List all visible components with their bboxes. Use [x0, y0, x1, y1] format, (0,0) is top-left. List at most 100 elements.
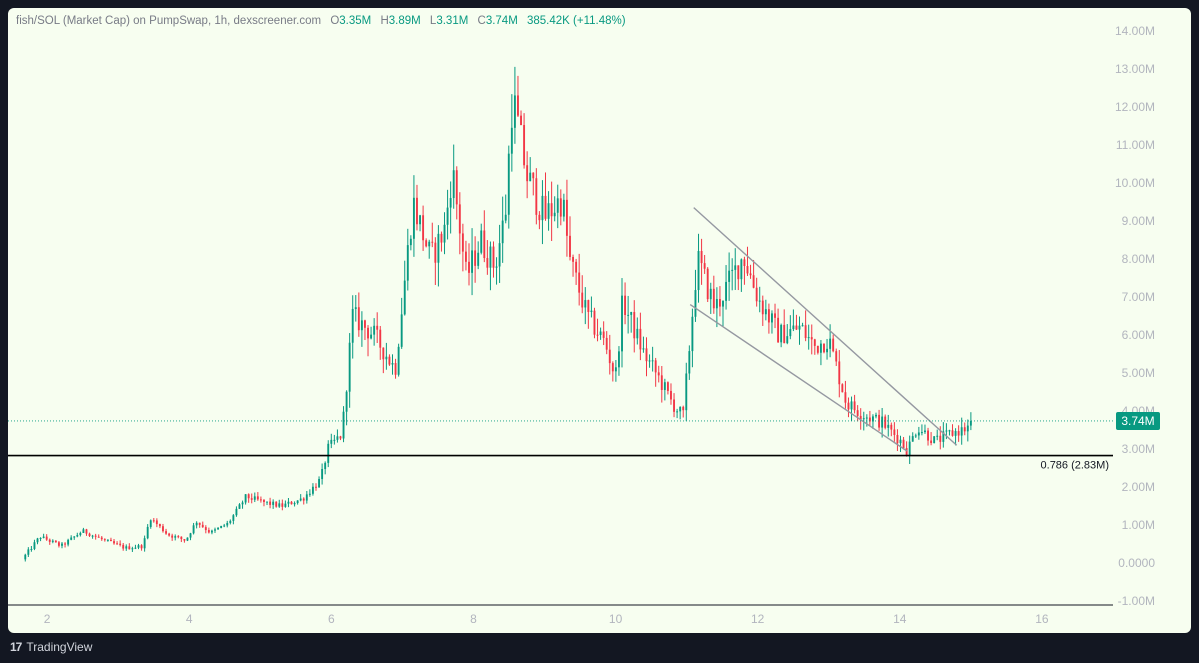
candle-body — [933, 436, 936, 444]
candle-body — [636, 328, 639, 339]
legend-open-key: O — [330, 15, 340, 27]
candle-body — [354, 307, 357, 309]
y-tick-label: 5.00M — [1122, 366, 1155, 380]
candle-body — [409, 238, 412, 246]
candle-body — [562, 199, 565, 217]
candle-body — [917, 432, 920, 436]
candle-body — [526, 165, 529, 182]
x-tick-label: 2 — [44, 612, 51, 626]
current-price-tag — [1116, 411, 1160, 430]
candle-body — [140, 545, 143, 549]
y-tick-label: 12.00M — [1115, 100, 1155, 114]
candle-body — [621, 295, 623, 352]
candle-body — [798, 325, 801, 330]
candle-body — [434, 242, 437, 263]
candle-body — [468, 261, 470, 273]
x-tick-label: 12 — [751, 612, 765, 626]
candle-body — [214, 529, 216, 531]
candlestick-chart[interactable]: 0.786 (2.83M) -1.00M 0.0000 1.00M 2.00M 3.00… — [8, 8, 1191, 633]
candle-body — [474, 250, 477, 266]
candle-body — [654, 360, 657, 373]
candle-body — [180, 536, 183, 540]
candle-body — [844, 392, 847, 403]
candle-body — [33, 542, 36, 549]
candle-body — [321, 469, 324, 480]
candle-body — [342, 411, 345, 439]
candle-body — [501, 220, 504, 244]
candle-body — [780, 324, 783, 343]
candle-body — [100, 537, 103, 540]
tradingview-logo-icon[interactable]: 17 — [10, 640, 22, 654]
candle-body — [523, 125, 526, 166]
candle-body — [725, 281, 728, 301]
candle-body — [575, 261, 578, 273]
candle-body — [624, 295, 627, 315]
candle-body — [82, 529, 85, 533]
candle-body — [296, 500, 299, 504]
candle-body — [712, 288, 715, 309]
y-tick-label: 9.00M — [1122, 214, 1155, 228]
candle-body — [311, 486, 314, 494]
candle-body — [385, 356, 388, 360]
candle-body — [73, 536, 76, 538]
tradingview-brand[interactable]: TradingView — [26, 640, 93, 654]
candle-body — [679, 406, 682, 412]
y-tick-label: 8.00M — [1122, 252, 1155, 266]
footer: 17 TradingView — [10, 640, 92, 654]
candle-body — [125, 546, 128, 549]
candle-body — [207, 530, 210, 533]
candle-body — [504, 214, 507, 221]
candle-body — [813, 339, 816, 346]
candle-body — [670, 390, 672, 400]
candle-body — [930, 440, 933, 444]
candle-body — [942, 431, 945, 442]
candle-body — [731, 269, 734, 271]
candle-body — [581, 292, 584, 308]
candle-body — [838, 361, 841, 385]
y-tick-label: 1.00M — [1122, 518, 1155, 532]
legend-low: 3.31M — [436, 15, 469, 27]
candle-body — [795, 325, 798, 330]
candle-body — [715, 299, 718, 309]
candle-body — [315, 486, 317, 488]
candle-body — [728, 270, 731, 282]
candle-body — [210, 530, 213, 533]
candle-body — [446, 207, 449, 225]
candle-body — [777, 317, 780, 343]
candle-body — [618, 351, 620, 368]
candle-body — [339, 436, 342, 439]
chart-panel[interactable]: 0.786 (2.83M) -1.00M 0.0000 1.00M 2.00M 3.00… — [8, 8, 1191, 633]
candle-body — [538, 214, 541, 221]
candle-body — [936, 435, 939, 437]
candle-body — [244, 494, 247, 503]
candle-body — [241, 502, 244, 505]
candle-body — [431, 241, 434, 243]
candle-body — [36, 538, 39, 543]
candle-body — [960, 427, 963, 436]
candle-body — [819, 343, 822, 353]
candle-body — [238, 504, 241, 509]
candle-body — [269, 501, 272, 505]
candle-body — [927, 430, 929, 441]
candle-body — [749, 273, 752, 276]
candle-body — [859, 415, 862, 420]
candle-body — [783, 324, 786, 344]
candle-body — [64, 543, 67, 545]
candle-body — [535, 178, 538, 215]
candle-body — [590, 310, 593, 312]
candle-body — [256, 496, 259, 500]
candle-body — [810, 337, 813, 340]
current-price-label: 3.74M — [1121, 414, 1154, 428]
x-tick-label: 8 — [470, 612, 477, 626]
candle-body — [461, 233, 464, 252]
candle-body — [103, 539, 106, 541]
candle-body — [517, 95, 519, 116]
candle-body — [91, 535, 94, 537]
candle-body — [263, 499, 265, 503]
candle-body — [666, 382, 669, 391]
candle-body — [425, 240, 428, 247]
candle-body — [673, 399, 675, 412]
candle-body — [969, 420, 972, 426]
candle-body — [789, 329, 792, 337]
candle-body — [737, 265, 740, 280]
